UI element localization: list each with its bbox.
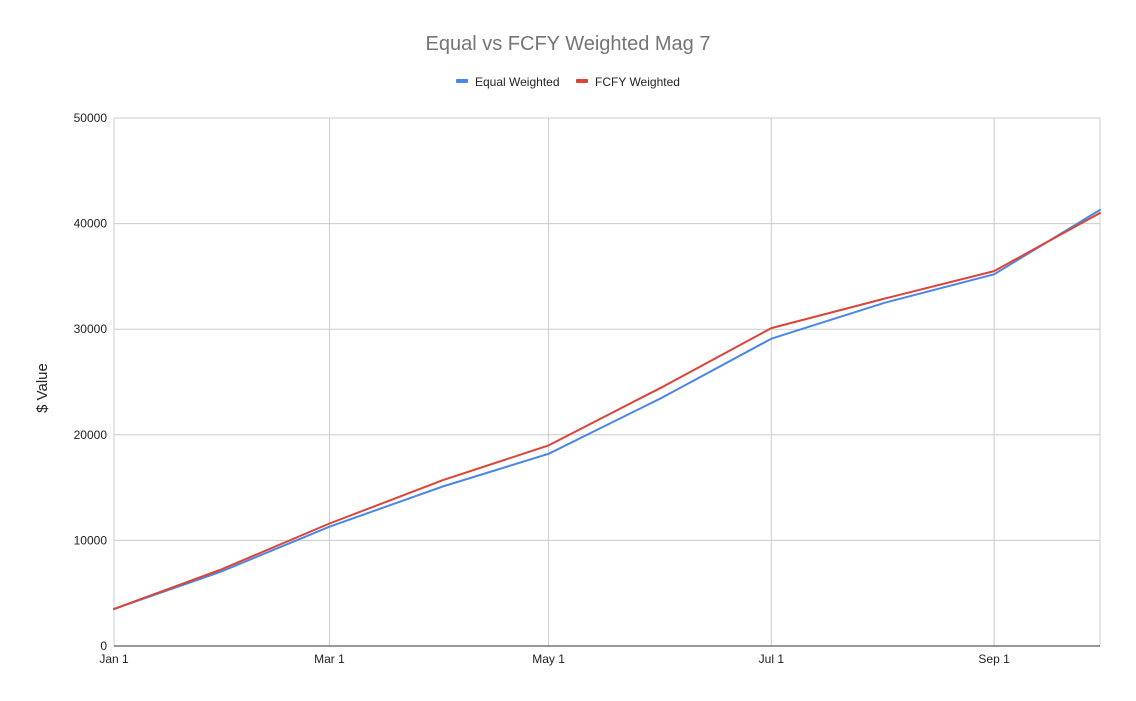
y-axis-tick-labels: 0 10000 20000 30000 40000 50000 xyxy=(74,111,108,653)
y-axis-title: $ Value xyxy=(34,363,51,413)
chart-title: Equal vs FCFY Weighted Mag 7 xyxy=(426,33,711,55)
series-line-fcfy-weighted xyxy=(113,212,1101,610)
y-tick-label: 20000 xyxy=(74,428,108,442)
x-axis-tick-labels: Jan 1 Mar 1 May 1 Jul 1 Sep 1 xyxy=(99,652,1010,666)
y-tick-label: 40000 xyxy=(74,217,108,231)
x-tick-label: May 1 xyxy=(532,652,565,666)
legend: Equal Weighted FCFY Weighted xyxy=(456,75,680,89)
legend-label-fcfy-weighted: FCFY Weighted xyxy=(595,75,680,89)
series-lines xyxy=(113,208,1101,610)
series-line-equal-weighted xyxy=(113,208,1101,610)
y-tick-label: 50000 xyxy=(74,111,108,125)
x-tick-label: Jul 1 xyxy=(759,652,785,666)
y-tick-label: 0 xyxy=(100,639,107,653)
y-tick-label: 30000 xyxy=(74,322,108,336)
y-tick-label: 10000 xyxy=(74,533,108,547)
x-tick-label: Jan 1 xyxy=(99,652,129,666)
x-tick-label: Sep 1 xyxy=(978,652,1010,666)
gridlines xyxy=(113,117,1101,647)
legend-label-equal-weighted: Equal Weighted xyxy=(475,75,560,89)
x-tick-label: Mar 1 xyxy=(314,652,345,666)
legend-swatch-equal-weighted xyxy=(456,79,468,83)
legend-swatch-fcfy-weighted xyxy=(576,79,588,83)
